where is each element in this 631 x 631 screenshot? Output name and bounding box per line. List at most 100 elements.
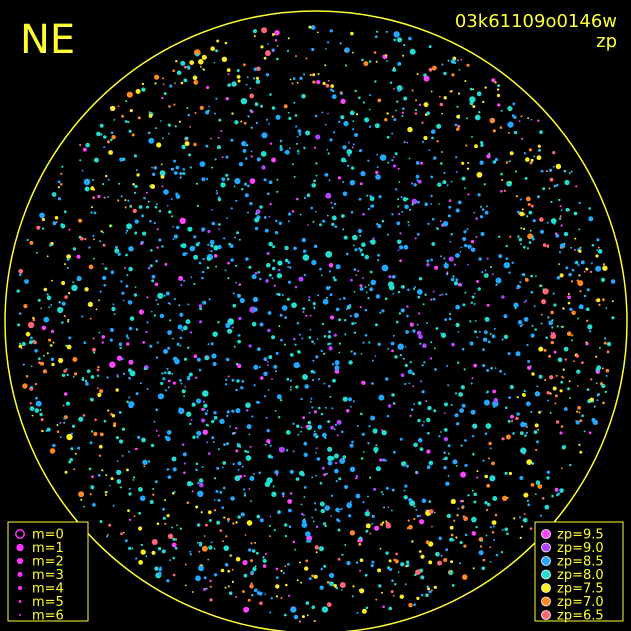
star [189, 553, 192, 556]
star [562, 376, 565, 379]
star [277, 292, 281, 297]
star [602, 298, 605, 302]
star [549, 392, 552, 395]
star [404, 363, 408, 368]
star [559, 246, 562, 249]
star [528, 241, 532, 244]
star [374, 525, 380, 531]
star [487, 340, 491, 344]
magnitude-swatch [17, 571, 23, 578]
star [255, 551, 259, 555]
star [148, 460, 151, 463]
star [93, 211, 97, 215]
star [552, 292, 555, 295]
star [493, 397, 499, 403]
star [248, 488, 251, 490]
star [498, 235, 501, 238]
star [274, 409, 277, 412]
star [298, 132, 302, 136]
star [198, 261, 202, 265]
star [523, 492, 529, 498]
star [579, 290, 582, 293]
star [328, 384, 331, 388]
star [416, 232, 420, 236]
star [436, 140, 439, 143]
star [558, 251, 562, 254]
star [311, 340, 314, 344]
star [152, 493, 155, 496]
star [441, 151, 443, 153]
star [578, 443, 581, 446]
star [172, 337, 174, 340]
star [275, 584, 280, 589]
star [35, 396, 38, 400]
star [390, 590, 394, 594]
star [472, 105, 476, 108]
star [68, 292, 71, 295]
star [167, 379, 171, 383]
star [291, 82, 294, 85]
star [368, 425, 371, 428]
star [46, 293, 49, 296]
star [215, 265, 218, 268]
star [262, 556, 265, 559]
star [565, 207, 570, 212]
star [482, 459, 485, 462]
star [588, 431, 592, 435]
star [358, 96, 361, 100]
star [563, 407, 568, 411]
star [323, 473, 327, 477]
star [301, 472, 305, 477]
star [407, 288, 410, 292]
star [525, 196, 531, 202]
star [401, 111, 404, 114]
star [203, 403, 208, 408]
star [419, 519, 425, 525]
star [49, 243, 52, 247]
star [379, 154, 387, 161]
star [231, 378, 235, 382]
star [342, 228, 345, 231]
star [344, 160, 347, 163]
star [201, 227, 206, 232]
star [409, 361, 412, 364]
star [484, 210, 489, 215]
star [553, 222, 556, 225]
star [390, 341, 395, 346]
star [186, 376, 191, 381]
magnitude-label: m=6 [32, 609, 64, 624]
star [460, 499, 463, 503]
star [99, 290, 102, 293]
star [456, 105, 459, 108]
star [469, 320, 472, 323]
star [457, 124, 461, 128]
star [131, 133, 135, 137]
star [269, 93, 272, 96]
star [516, 287, 519, 290]
star [247, 598, 251, 602]
star [180, 60, 186, 66]
star [540, 322, 543, 325]
zp-swatch [541, 556, 551, 566]
star [312, 302, 316, 306]
star [367, 284, 370, 286]
star [103, 419, 107, 423]
star [393, 31, 400, 38]
star [308, 298, 311, 302]
star [253, 364, 259, 370]
star [330, 494, 334, 497]
star [331, 215, 337, 221]
star [245, 257, 249, 261]
star [227, 375, 230, 378]
star [562, 368, 565, 371]
star [208, 545, 213, 550]
star [585, 341, 588, 344]
star [417, 312, 421, 315]
star [352, 51, 354, 54]
star [354, 248, 358, 252]
star [378, 394, 385, 401]
star [109, 361, 116, 368]
star [338, 351, 341, 354]
star [276, 178, 279, 181]
star [407, 369, 413, 375]
